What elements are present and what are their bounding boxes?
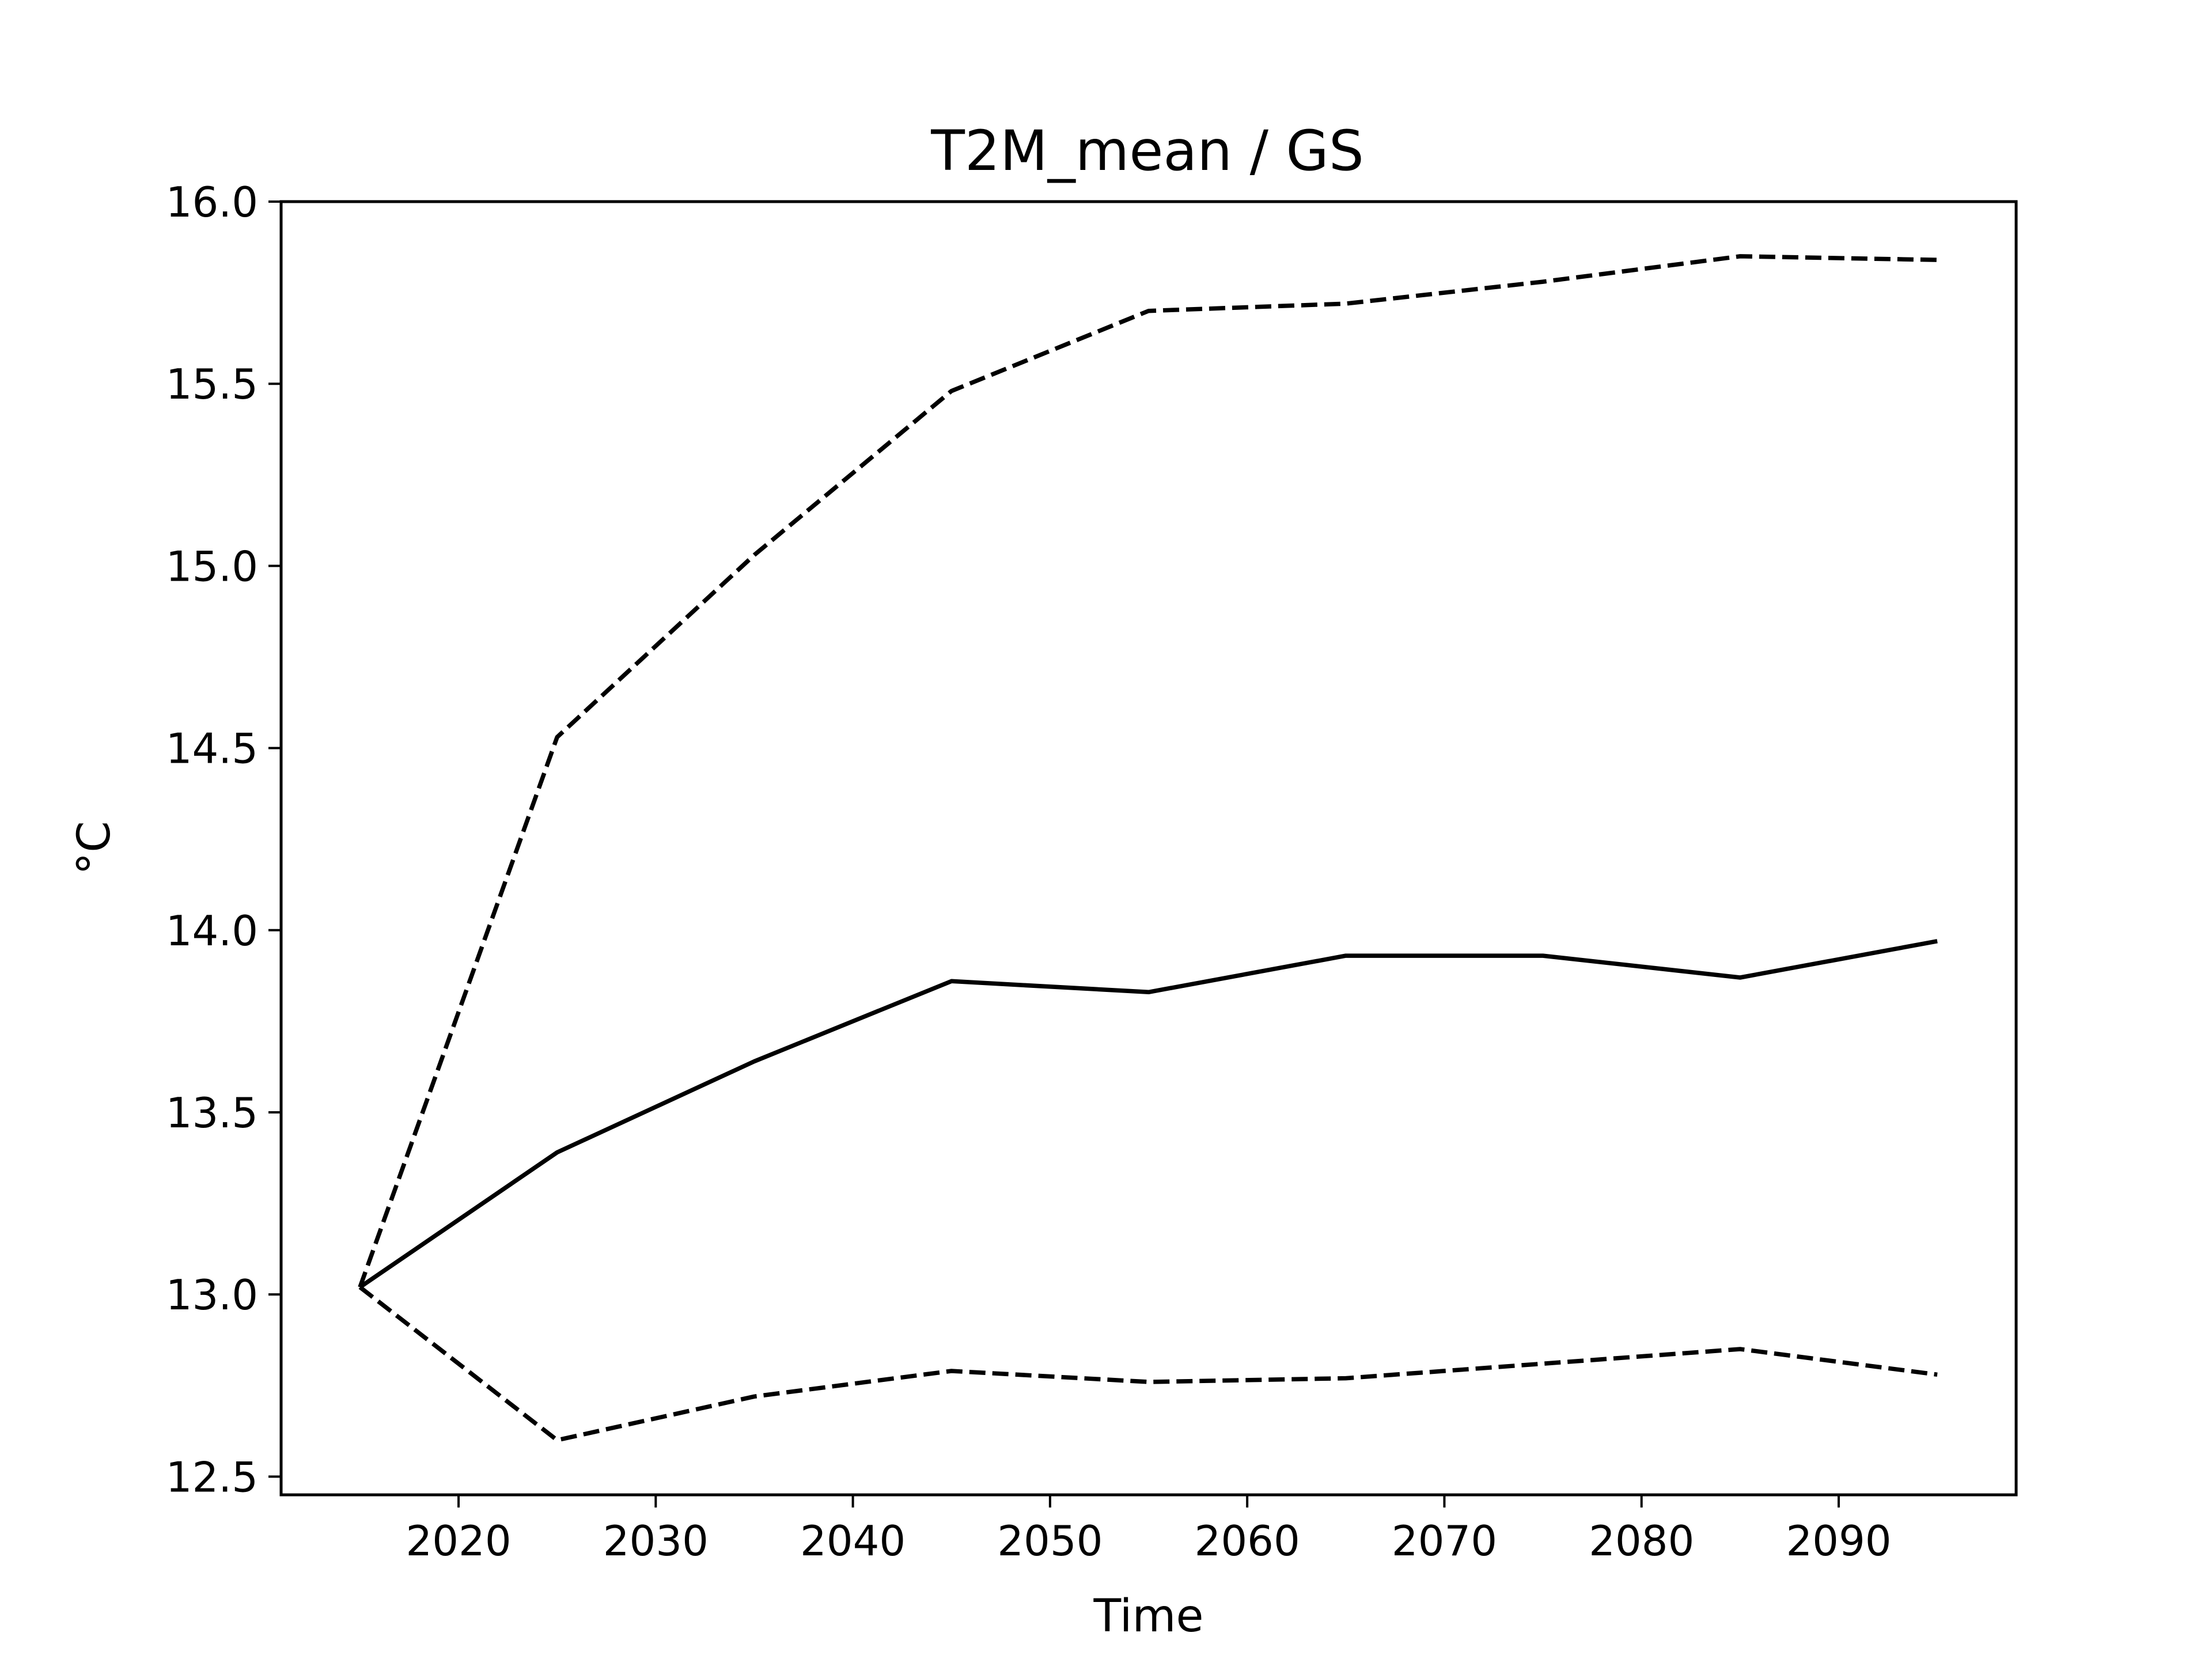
dashed-series-line-1 [358,254,1938,1288]
solid-series-line-2 [358,939,1938,1289]
x-tick-label: 2040 [800,1517,906,1565]
y-tick-label: 14.0 [166,907,258,955]
y-tick-label: 15.0 [166,542,258,590]
y-tick-label: 12.5 [166,1453,258,1501]
y-axis-ticks: 12.5 13.0 13.5 14.0 14.5 15.0 15.5 16.0 [166,178,281,1501]
y-axis-label: °C [69,821,120,874]
y-tick-label: 13.0 [166,1271,258,1319]
x-tick-label: 2030 [603,1517,709,1565]
chart-title: T2M_mean / GS [930,119,1364,183]
series-layer [358,254,1938,1442]
x-tick-label: 2020 [406,1517,511,1565]
x-tick-label: 2080 [1589,1517,1694,1565]
x-tick-label: 2090 [1786,1517,1891,1565]
dashed-series-line-3 [358,1285,1938,1442]
y-tick-label: 15.5 [166,360,258,408]
x-axis-label: Time [1093,1590,1204,1642]
y-tick-label: 16.0 [166,178,258,226]
x-tick-label: 2070 [1392,1517,1497,1565]
y-tick-label: 13.5 [166,1089,258,1137]
y-tick-label: 14.5 [166,725,258,773]
x-axis-ticks: 2020 2030 2040 2050 2060 2070 2080 2090 [406,1495,1892,1565]
x-tick-label: 2050 [997,1517,1103,1565]
x-tick-label: 2060 [1195,1517,1300,1565]
plot-frame [279,200,2018,1497]
